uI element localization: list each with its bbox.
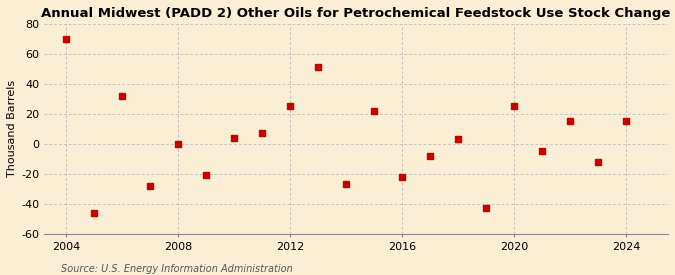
Point [285, 104, 296, 109]
Point [229, 136, 240, 140]
Title: Annual Midwest (PADD 2) Other Oils for Petrochemical Feedstock Use Stock Change: Annual Midwest (PADD 2) Other Oils for P… [41, 7, 671, 20]
Point [565, 119, 576, 123]
Point [481, 206, 491, 211]
Point [621, 119, 632, 123]
Point [201, 173, 212, 178]
Point [89, 211, 100, 215]
Point [397, 175, 408, 179]
Point [537, 149, 547, 154]
Point [425, 154, 435, 158]
Text: Source: U.S. Energy Information Administration: Source: U.S. Energy Information Administ… [61, 264, 292, 274]
Point [313, 65, 324, 70]
Point [593, 160, 603, 164]
Point [341, 182, 352, 187]
Point [117, 94, 128, 98]
Point [61, 37, 72, 41]
Point [509, 104, 520, 109]
Point [369, 109, 379, 113]
Point [257, 131, 268, 136]
Point [173, 142, 184, 146]
Point [145, 184, 156, 188]
Point [453, 137, 464, 142]
Y-axis label: Thousand Barrels: Thousand Barrels [7, 80, 17, 177]
